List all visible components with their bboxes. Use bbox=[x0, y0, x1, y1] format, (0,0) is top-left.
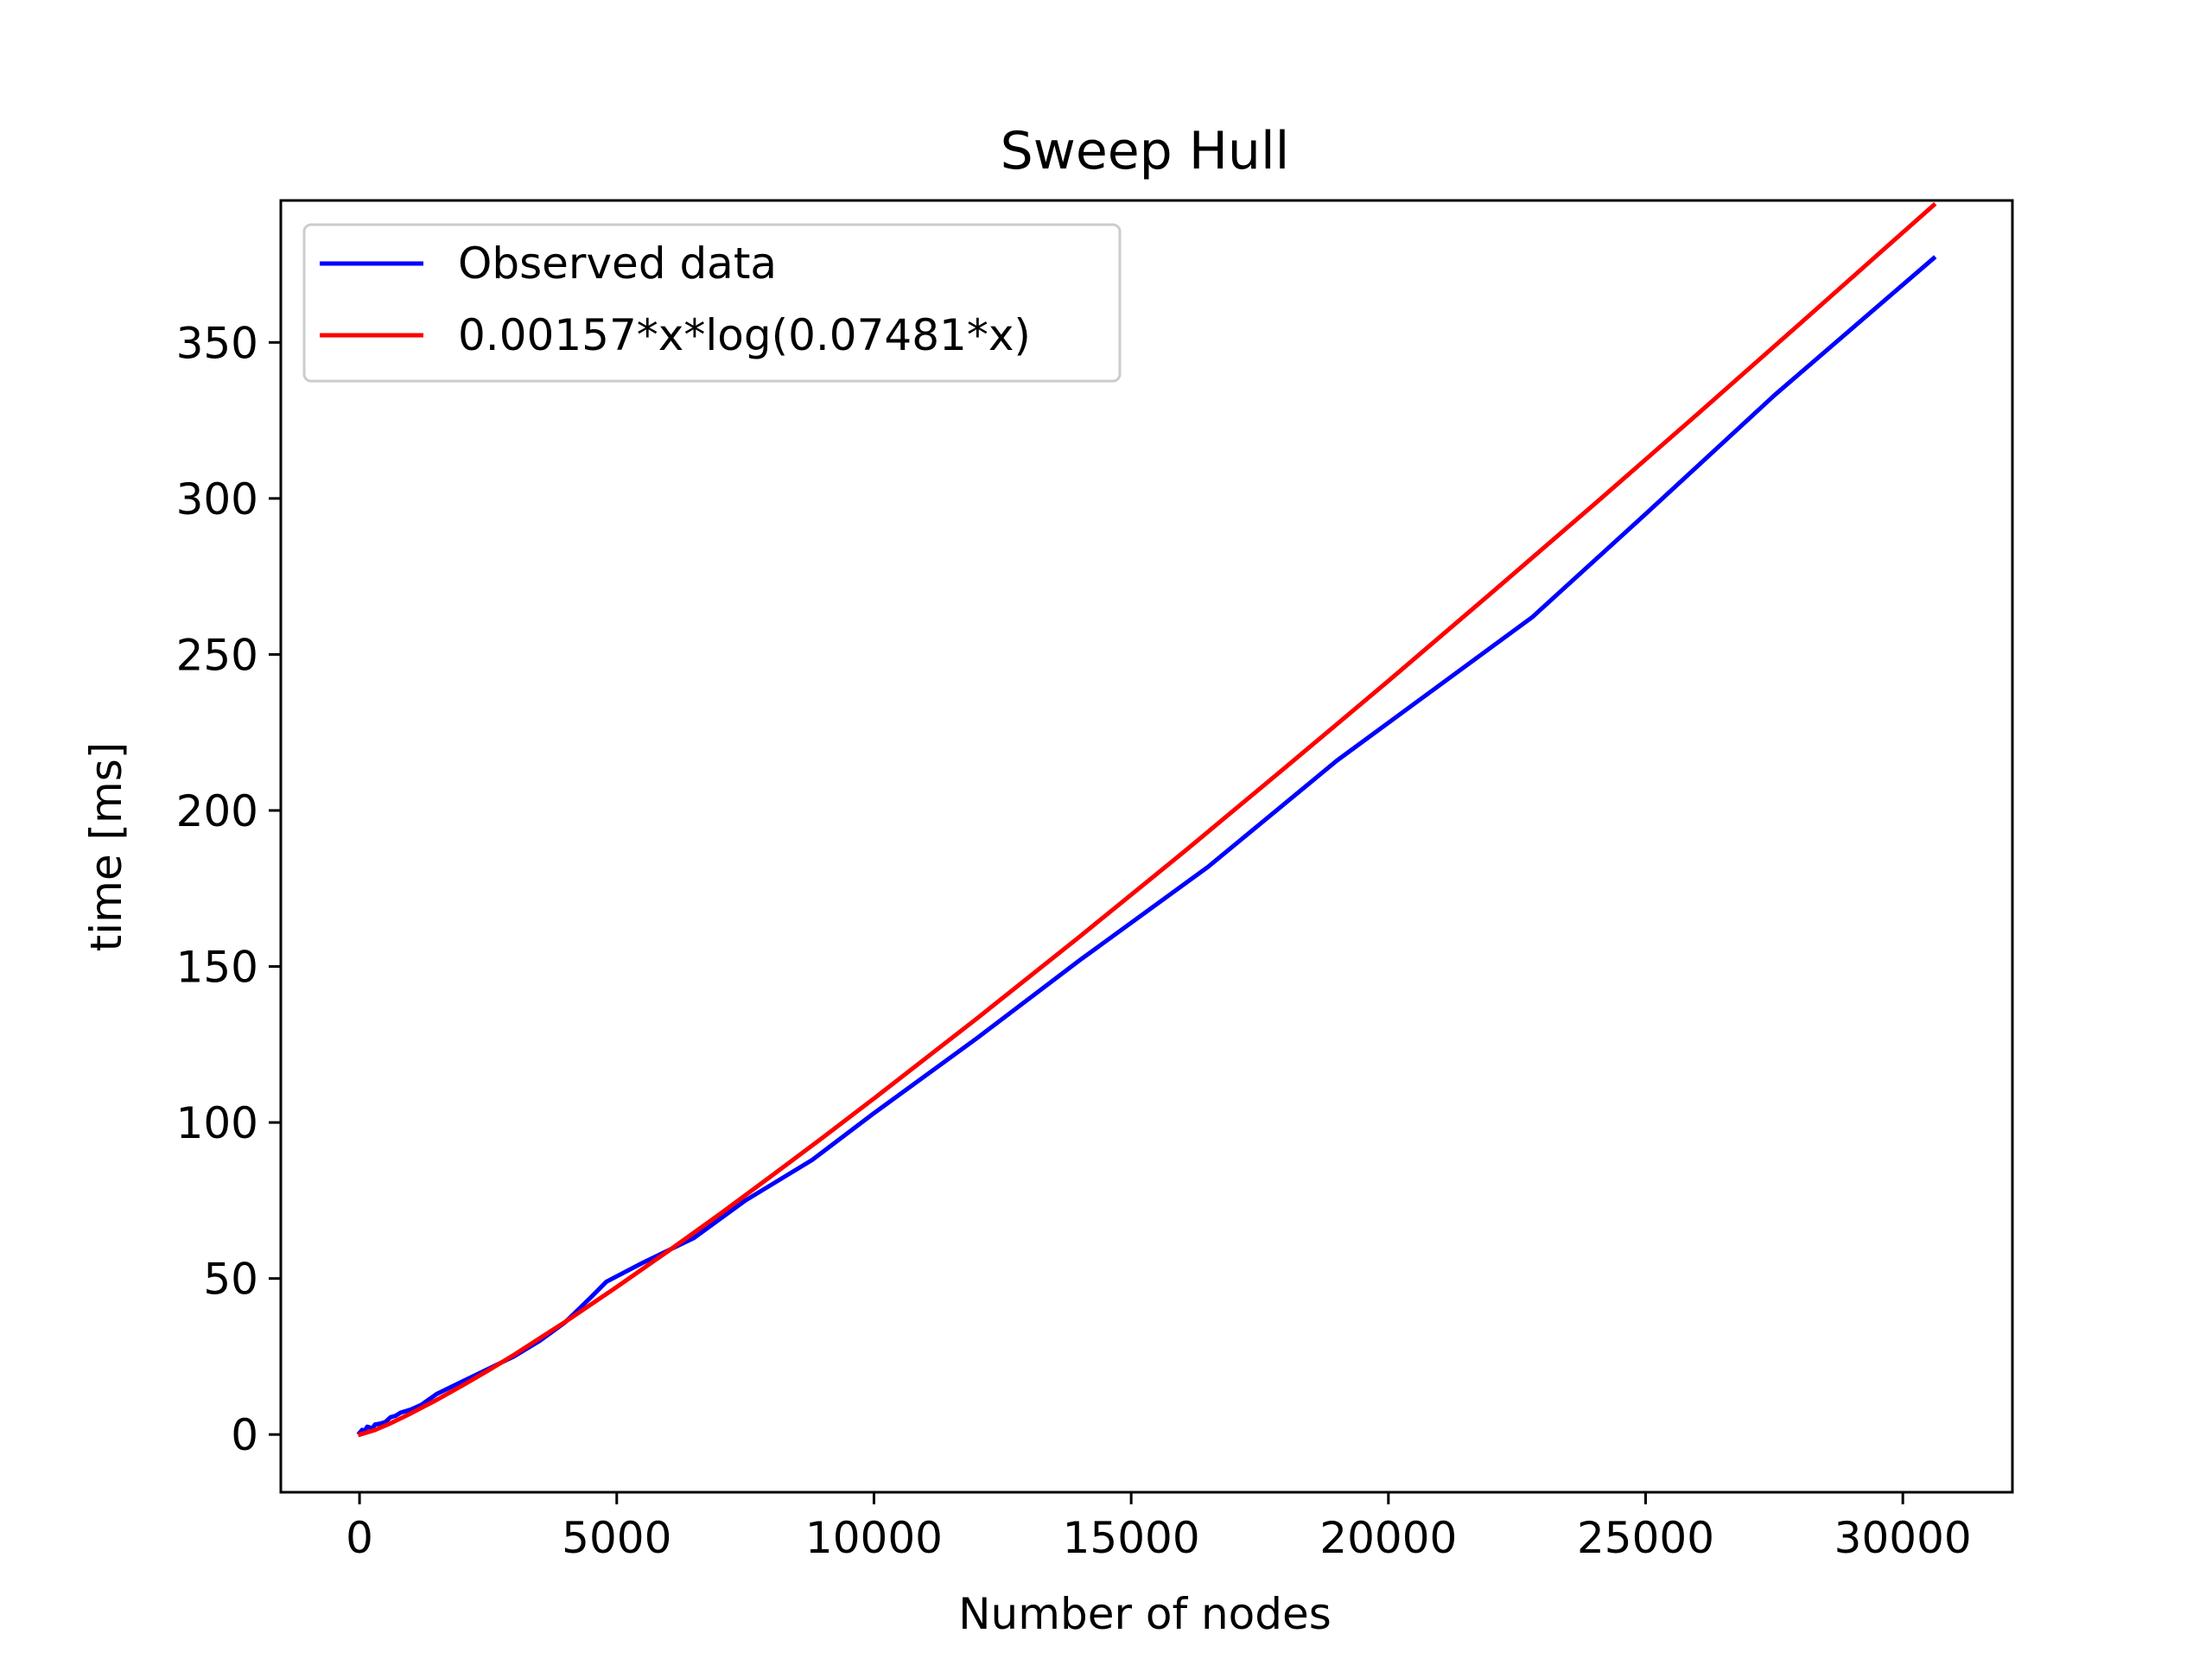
x-tick-label: 30000 bbox=[1834, 1513, 1972, 1563]
x-tick-label: 10000 bbox=[805, 1513, 943, 1563]
x-axis-ticks: 0 5000 10000 15000 20000 25000 30000 bbox=[346, 1492, 1972, 1563]
y-tick-label: 150 bbox=[176, 943, 258, 993]
y-tick-label: 100 bbox=[176, 1098, 258, 1148]
y-tick-label: 300 bbox=[176, 474, 258, 524]
plot-frame bbox=[279, 199, 2014, 1494]
x-tick-label: 15000 bbox=[1063, 1513, 1200, 1563]
y-axis-ticks: 0 50 100 150 200 250 300 350 bbox=[176, 318, 281, 1460]
x-tick-label: 25000 bbox=[1577, 1513, 1714, 1563]
series-line-fit bbox=[357, 201, 1937, 1438]
x-tick-label: 0 bbox=[346, 1513, 373, 1563]
y-axis-label: time [ms] bbox=[81, 742, 131, 952]
legend-box bbox=[302, 223, 1122, 383]
x-tick-label: 5000 bbox=[562, 1513, 671, 1563]
legend-label-observed: Observed data bbox=[458, 238, 777, 289]
chart-title: Sweep Hull bbox=[1001, 121, 1290, 181]
x-axis-label: Number of nodes bbox=[958, 1589, 1332, 1639]
series-layer bbox=[356, 201, 1937, 1438]
legend: Observed data 0.00157*x*log(0.07481*x) bbox=[302, 223, 1122, 383]
x-tick-label: 20000 bbox=[1319, 1513, 1457, 1563]
y-tick-label: 250 bbox=[176, 630, 258, 680]
y-tick-label: 0 bbox=[231, 1410, 258, 1460]
y-tick-label: 350 bbox=[176, 318, 258, 368]
y-tick-label: 50 bbox=[203, 1255, 258, 1305]
y-tick-label: 200 bbox=[176, 786, 258, 836]
legend-label-fit: 0.00157*x*log(0.07481*x) bbox=[458, 310, 1031, 360]
